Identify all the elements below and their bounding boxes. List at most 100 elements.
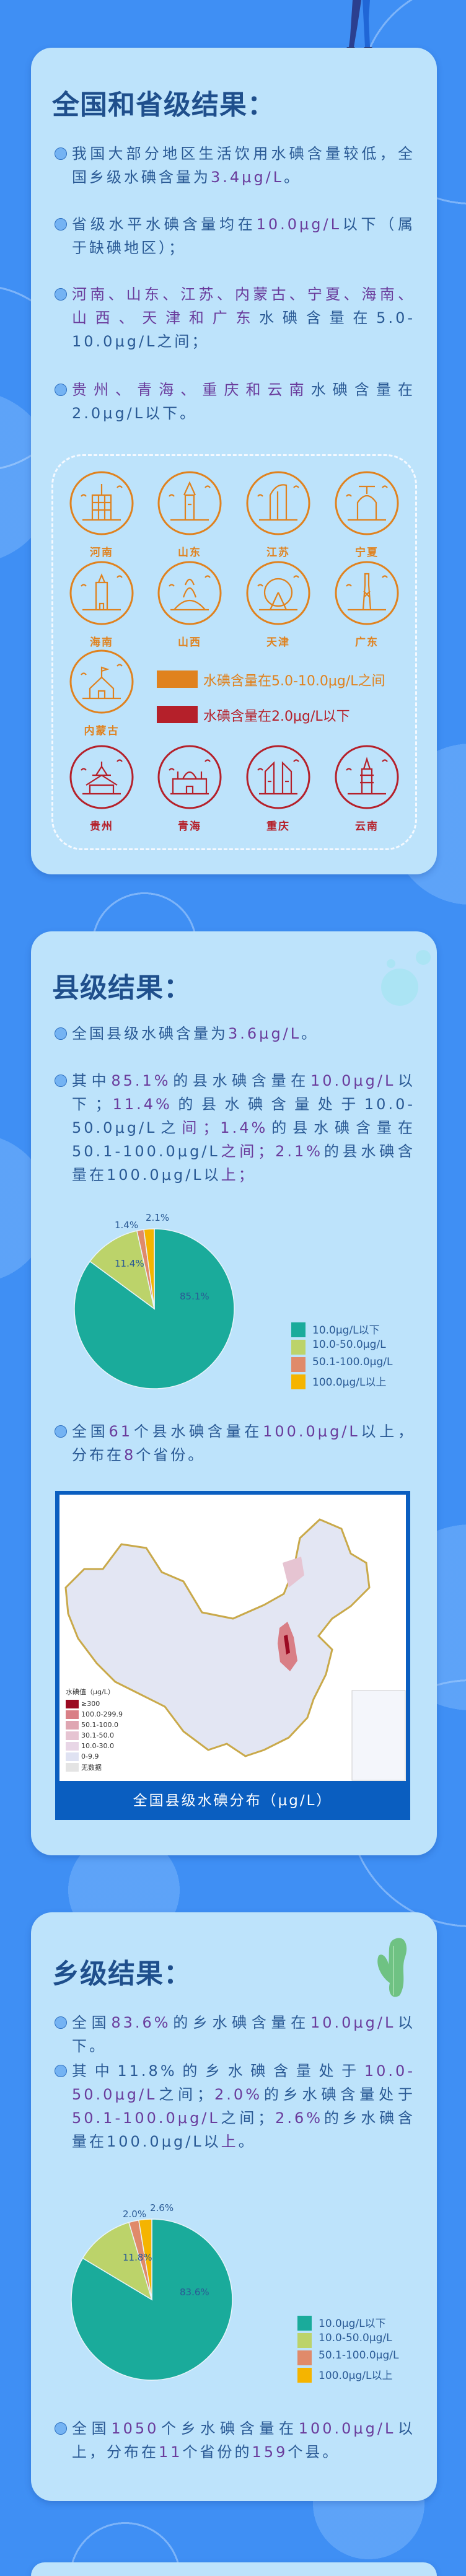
pie-data-label: 1.4% [115, 1220, 139, 1231]
legend-label: 50.1-100.0μg/L [319, 2349, 399, 2362]
map-legend-label: 100.0-299.9 [81, 1710, 123, 1718]
legend-label: 100.0μg/L以上 [319, 2370, 393, 2382]
legend-swatch [297, 2368, 312, 2383]
province-badge: 贵州 [69, 744, 134, 833]
map-legend-label: 无数据 [81, 1763, 102, 1772]
bullet-text: 水碘含量在2.0μg/L以下。 [72, 381, 416, 422]
bullet-text: 的县水碘含量在 [170, 1072, 310, 1089]
bullet-dot-icon [55, 288, 67, 301]
highlighted-text: 河南、山东、江苏、内蒙古、宁夏、海南、山西、天津和广东 [72, 286, 415, 327]
bullet-text: 以下。 [72, 2014, 416, 2055]
province-badge: 内蒙古 [69, 649, 134, 737]
chongqing-building-icon [246, 745, 310, 809]
county-iodine-map-frame: 水碘值（μg/L） ≥300 100.0-299.9 50.1-100.0 30.1-… [55, 1491, 410, 1820]
pie-data-label: 85.1% [180, 1291, 209, 1302]
next-section-card [31, 2562, 437, 2576]
province-name: 山东 [178, 547, 201, 559]
map-legend-item: 无数据 [66, 1762, 123, 1772]
highlighted-text: 上； [221, 1166, 256, 1184]
pie-slice [138, 2218, 152, 2300]
bullet-text: 的县水碘含量在50.1-100.0μg/L [72, 1119, 416, 1160]
province-badge: 江苏 [245, 470, 311, 559]
bullet-dot-icon [55, 1425, 67, 1438]
legend-swatch [291, 1374, 306, 1389]
highlighted-text: 1.4% [220, 1119, 268, 1136]
guangdong-canton-tower-icon [335, 561, 399, 625]
bullet-dot-icon [55, 2422, 67, 2435]
guizhou-pavilion-icon [69, 745, 134, 809]
pie-svg [71, 2218, 233, 2381]
province-badge: 宁夏 [334, 470, 400, 559]
province-name: 广东 [355, 636, 379, 649]
pie-data-label: 2.0% [123, 2209, 147, 2220]
highlighted-text: 2.0% [214, 2086, 263, 2103]
pie-slice [89, 1230, 156, 1310]
section-title: 县级结果： [52, 972, 191, 1004]
legend-label: 50.1-100.0μg/L [312, 1356, 393, 1368]
bullet-dot-icon [55, 2065, 67, 2077]
province-name: 天津 [266, 636, 290, 649]
bullet-text: 的乡水碘含量处于 [262, 2086, 416, 2103]
bullet-text: 以上，分布在 [72, 1423, 416, 1464]
bullet-item: 其中11.8%的乡水碘含量处于10.0-50.0μg/L之间；2.0%的乡水碘含… [55, 2059, 415, 2153]
yunnan-pagoda-icon [335, 745, 399, 809]
province-name: 青海 [178, 820, 201, 833]
map-legend-swatch [66, 1752, 79, 1761]
qinghai-mosque-icon [157, 745, 222, 809]
legend-label-red: 水碘含量在2.0μg/L以下 [203, 709, 350, 724]
bubbles-decoration [381, 950, 431, 1006]
legend-swatch-red [157, 706, 198, 723]
county-iodine-map: 水碘值（μg/L） ≥300 100.0-299.9 50.1-100.0 30.1-… [59, 1495, 406, 1781]
highlighted-text: 2.1% [275, 1143, 323, 1160]
section-title: 全国和省级结果： [52, 89, 275, 121]
province-badge: 青海 [157, 744, 222, 833]
legend-label: 10.0-50.0μg/L [319, 2332, 392, 2344]
bullet-text: 的乡水碘含量在 [170, 2014, 310, 2031]
person-illustration [346, 0, 372, 50]
map-legend: 水碘值（μg/L） ≥300 100.0-299.9 50.1-100.0 30.1-… [66, 1687, 123, 1772]
bullet-text: 全国 [72, 2420, 112, 2437]
bullet-text: 。 [284, 169, 302, 186]
shandong-landmark-icon [157, 471, 222, 535]
pie-data-label: 83.6% [180, 2287, 209, 2298]
province-badge: 云南 [334, 744, 400, 833]
legend-label: 10.0-50.0μg/L [312, 1339, 386, 1351]
bullet-dot-icon [55, 218, 67, 231]
legend-swatch [291, 1340, 306, 1355]
bullet-item: 全国1050个乡水碘含量在100.0μg/L以上，分布在11个省份的159个县。 [55, 2417, 415, 2464]
highlighted-text: 之间； [219, 1143, 276, 1160]
province-name: 海南 [90, 636, 113, 649]
legend-swatch [297, 2316, 312, 2331]
hainan-landmark-icon [69, 561, 134, 625]
pie-svg [74, 1228, 235, 1389]
province-name: 云南 [355, 820, 379, 833]
bullet-item: 省级水平水碘含量均在10.0μg/L以下（属于缺碘地区）； [55, 213, 415, 260]
shanxi-buddha-icon [157, 561, 222, 625]
province-badge: 山西 [157, 560, 222, 649]
map-legend-label: 50.1-100.0 [81, 1721, 118, 1729]
map-legend-item: 100.0-299.9 [66, 1709, 123, 1720]
tianjin-ferris-wheel-icon [246, 561, 310, 625]
cactus-plant-icon [377, 1938, 407, 1997]
map-legend-label: 30.1-50.0 [81, 1731, 114, 1739]
highlighted-text: 上 [221, 2133, 239, 2150]
bullet-text: 。 [238, 2133, 256, 2150]
pie-data-label: 11.8% [123, 2252, 152, 2263]
pie-slice [143, 1228, 155, 1309]
bullet-text: 个县水碘含量在 [133, 1423, 263, 1440]
bullet-text: 个县。 [288, 2443, 340, 2461]
bullet-text: 的县水碘含量在100.0μg/L以 [72, 1143, 415, 1184]
jiangsu-landmark-icon [246, 471, 310, 535]
highlighted-text: 8 [124, 1446, 136, 1464]
ningxia-landmark-icon [335, 471, 399, 535]
highlighted-text: 50.1-100.0μg/L [72, 2109, 220, 2127]
legend-label: 100.0μg/L以上 [312, 1376, 387, 1389]
map-legend-label: ≥300 [81, 1700, 100, 1708]
legend-label-orange: 水碘含量在5.0-10.0μg/L之间 [203, 674, 385, 689]
highlighted-text: 10.0μg/L [310, 2014, 396, 2031]
bullet-dot-icon [55, 1075, 67, 1087]
legend-label: 10.0μg/L以下 [312, 1324, 380, 1337]
highlighted-text: 10.0μg/L [256, 216, 341, 233]
highlighted-text: 85.1% [111, 1072, 171, 1089]
bullet-text: 其中11.8%的乡水碘含量处于 [72, 2062, 364, 2080]
